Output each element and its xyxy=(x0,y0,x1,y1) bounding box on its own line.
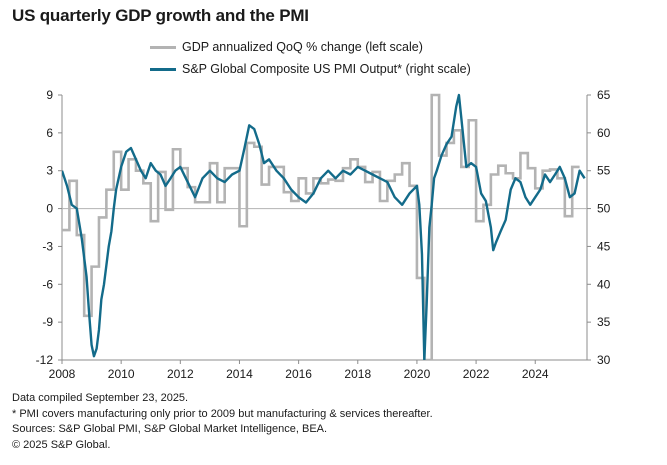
y-right-tick-label: 40 xyxy=(597,277,611,291)
note-copyright: © 2025 S&P Global. xyxy=(12,438,111,451)
legend-label-gdp: GDP annualized QoQ % change (left scale) xyxy=(182,40,423,54)
y-left-tick-label: -6 xyxy=(42,277,53,291)
note-footnote: * PMI covers manufacturing only prior to… xyxy=(12,407,433,420)
note-sources: Sources: S&P Global PMI, S&P Global Mark… xyxy=(12,423,328,435)
y-left-tick-label: -3 xyxy=(42,239,53,253)
y-left-tick-label: -9 xyxy=(42,315,53,329)
x-tick-label: 2014 xyxy=(226,367,253,381)
y-right-tick-label: 65 xyxy=(597,88,611,102)
legend-swatch-pmi xyxy=(150,67,176,71)
y-right-tick-label: 50 xyxy=(597,202,611,216)
y-left-tick-label: 3 xyxy=(46,164,53,178)
y-left-tick-label: 9 xyxy=(46,88,53,102)
x-tick-label: 2018 xyxy=(344,367,371,381)
y-left-tick-label: 6 xyxy=(46,126,53,140)
chart-title: US quarterly GDP growth and the PMI xyxy=(12,6,309,25)
x-tick-label: 2010 xyxy=(108,367,135,381)
x-tick-label: 2008 xyxy=(49,367,76,381)
y-left-tick-label: -12 xyxy=(36,353,54,367)
chart-canvas: -12 -9 -6 -3 0 3 6 9 30 35 40 45 50 55 60 65 2008 2010 201… xyxy=(36,88,611,381)
y-right-tick-label: 30 xyxy=(597,353,611,367)
chart-notes: Data compiled September 23, 2025. * PMI … xyxy=(12,391,433,453)
gdp-series-line xyxy=(62,93,580,360)
legend-item-gdp: GDP annualized QoQ % change (left scale) xyxy=(150,36,471,58)
x-tick-label: 2022 xyxy=(463,367,490,381)
x-tick-label: 2016 xyxy=(285,367,312,381)
legend-item-pmi: S&P Global Composite US PMI Output* (rig… xyxy=(150,58,471,80)
x-tick-label: 2020 xyxy=(404,367,431,381)
legend: GDP annualized QoQ % change (left scale)… xyxy=(150,36,471,80)
note-date: Data compiled September 23, 2025. xyxy=(12,392,189,404)
y-right-tick-label: 45 xyxy=(597,239,611,253)
y-right-tick-label: 35 xyxy=(597,315,611,329)
y-right-tick-label: 55 xyxy=(597,164,611,178)
y-right-tick-label: 60 xyxy=(597,126,611,140)
x-tick-label: 2024 xyxy=(522,367,549,381)
legend-label-pmi: S&P Global Composite US PMI Output* (rig… xyxy=(182,62,471,76)
x-tick-label: 2012 xyxy=(167,367,194,381)
pmi-series-line xyxy=(62,93,586,360)
legend-swatch-gdp xyxy=(150,45,176,49)
y-left-tick-label: 0 xyxy=(46,202,53,216)
